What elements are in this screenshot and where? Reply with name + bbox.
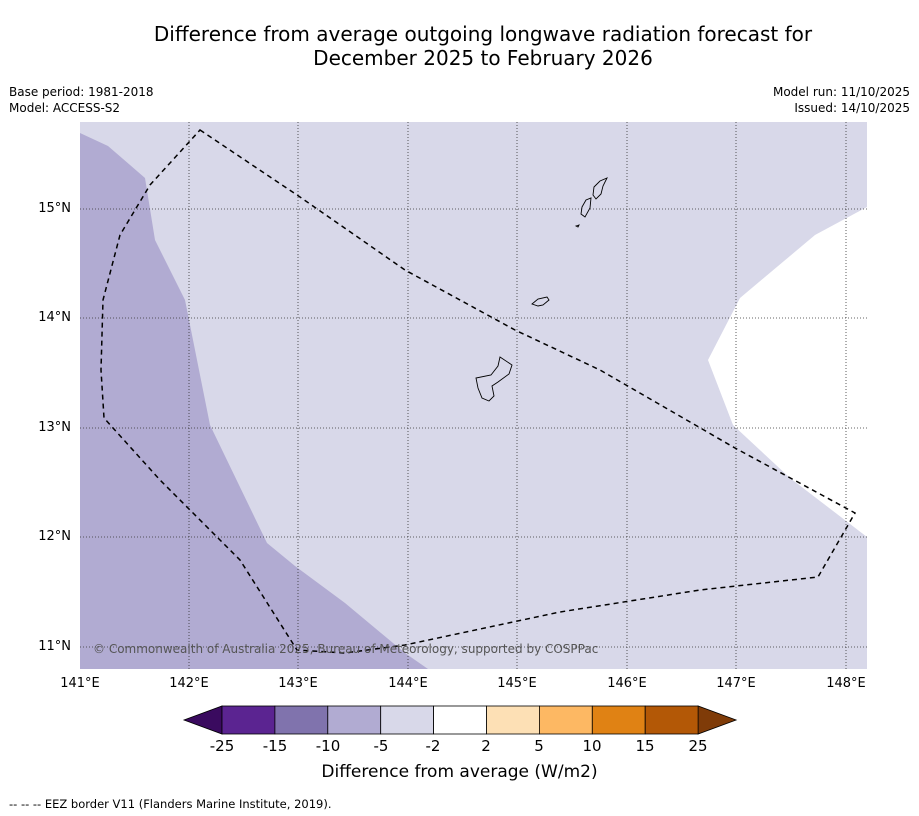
- colorbar-segment: [433, 705, 487, 735]
- region-white: [708, 207, 867, 537]
- chart-title: Difference from average outgoing longwav…: [0, 22, 919, 70]
- lon-label: 143°E: [278, 676, 318, 691]
- gridlines: [80, 122, 867, 669]
- colorbar-segment: [644, 705, 699, 735]
- colorbar: [182, 705, 738, 735]
- islands: [475, 177, 608, 402]
- colorbar-segment: [539, 705, 593, 735]
- lat-label: 15°N: [38, 201, 71, 216]
- colorbar-tick-label: 2: [481, 737, 491, 755]
- colorbar-tick-label: 15: [635, 737, 655, 755]
- lat-label: 12°N: [38, 529, 71, 544]
- colorbar-tick-label: -2: [425, 737, 441, 755]
- colorbar-tick-label: -15: [262, 737, 288, 755]
- base-period: Base period: 1981-2018: [9, 85, 154, 99]
- lon-label: 147°E: [716, 676, 756, 691]
- model-run: Model run: 11/10/2025: [772, 85, 910, 99]
- lat-label: 14°N: [38, 310, 71, 325]
- colorbar-segment: [380, 705, 435, 735]
- colorbar-tick-label: 10: [582, 737, 602, 755]
- colorbar-tick-label: -5: [373, 737, 389, 755]
- eez-border: [100, 129, 857, 654]
- lat-label: 13°N: [38, 420, 71, 435]
- colorbar-tick-label: -10: [315, 737, 341, 755]
- meta-left: Base period: 1981-2018 Model: ACCESS-S2: [9, 84, 154, 116]
- colorbar-segment: [591, 705, 646, 735]
- island-saipan: [592, 177, 608, 200]
- meta-right: Model run: 11/10/2025 Issued: 14/10/2025: [773, 84, 910, 116]
- island-aguijan: [574, 224, 580, 228]
- lon-label: 145°E: [497, 676, 537, 691]
- island-guam: [475, 356, 513, 402]
- colorbar-tick-label: 25: [688, 737, 708, 755]
- colorbar-over-arrow: [697, 705, 738, 735]
- region-dark: [80, 133, 428, 669]
- colorbar-under-arrow: [182, 705, 223, 735]
- lon-label: 146°E: [607, 676, 647, 691]
- lon-label: 144°E: [388, 676, 428, 691]
- colorbar-segment: [221, 705, 276, 735]
- colorbar-tick-label: 5: [534, 737, 544, 755]
- model-name: Model: ACCESS-S2: [9, 101, 121, 115]
- colorbar-title: Difference from average (W/m2): [321, 762, 598, 782]
- lon-label: 148°E: [826, 676, 866, 691]
- copyright-notice: © Commonwealth of Australia 2025, Bureau…: [93, 642, 599, 656]
- colorbar-segment: [327, 705, 382, 735]
- title-line-2: December 2025 to February 2026: [313, 46, 653, 70]
- issued-date: Issued: 14/10/2025: [794, 101, 910, 115]
- lon-label: 142°E: [169, 676, 209, 691]
- island-tinian: [580, 197, 592, 218]
- eez-footnote: -- -- -- EEZ border V11 (Flanders Marine…: [9, 797, 332, 811]
- lon-label: 141°E: [60, 676, 100, 691]
- colorbar-segment: [274, 705, 329, 735]
- colorbar-segment: [486, 705, 540, 735]
- lat-label: 11°N: [38, 639, 71, 654]
- colorbar-tick-label: -25: [209, 737, 235, 755]
- title-line-1: Difference from average outgoing longwav…: [153, 22, 813, 46]
- island-rota: [531, 296, 550, 307]
